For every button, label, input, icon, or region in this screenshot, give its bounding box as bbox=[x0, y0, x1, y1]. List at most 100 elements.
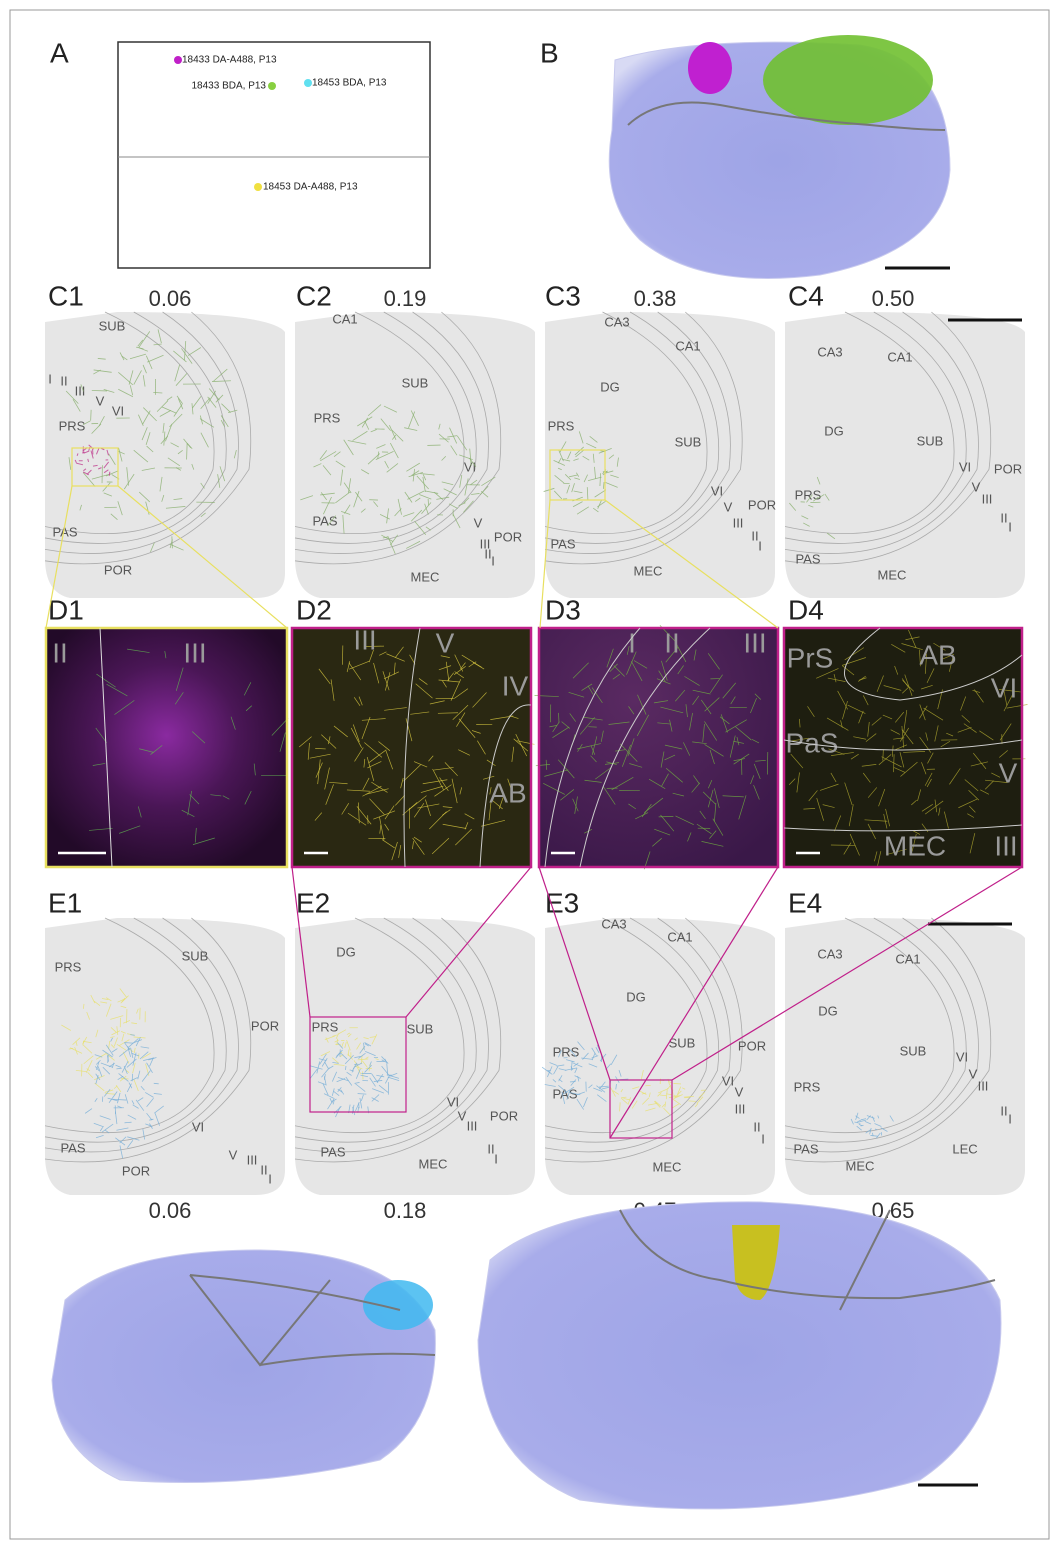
region-label: II bbox=[52, 637, 68, 668]
region-label: MEC bbox=[653, 1159, 682, 1174]
micrograph bbox=[292, 628, 531, 867]
panel-label: D2 bbox=[296, 594, 332, 625]
region-label: I bbox=[761, 1131, 765, 1146]
region-label: V bbox=[474, 515, 483, 530]
fiber bbox=[109, 472, 110, 476]
panel-label: D1 bbox=[48, 594, 84, 625]
region-label: MEC bbox=[634, 563, 663, 578]
region-label: PAS bbox=[793, 1141, 818, 1156]
depth-label: 0.18 bbox=[384, 1198, 427, 1223]
region-label: III bbox=[978, 1078, 989, 1093]
region-label: CA1 bbox=[887, 349, 912, 364]
region-label: II bbox=[60, 373, 67, 388]
brain-section bbox=[45, 312, 285, 598]
legend-dot bbox=[174, 56, 182, 64]
region-label: PRS bbox=[55, 959, 82, 974]
legend-dot bbox=[254, 183, 262, 191]
depth-label: 0.50 bbox=[872, 286, 915, 311]
panels: A18433 DA-A488, P1318433 BDA, P1318453 B… bbox=[45, 35, 1028, 1509]
panel-label: E4 bbox=[788, 887, 822, 918]
fiber bbox=[358, 1094, 367, 1095]
region-label: DG bbox=[600, 379, 620, 394]
micrograph bbox=[539, 628, 778, 867]
region-label: VI bbox=[112, 403, 124, 418]
legend-label: 18453 DA-A488, P13 bbox=[263, 182, 358, 193]
region-label: VI bbox=[447, 1094, 459, 1109]
region-label: V bbox=[229, 1147, 238, 1162]
injection-magenta bbox=[688, 42, 732, 94]
region-label: POR bbox=[738, 1038, 766, 1053]
brain-section bbox=[545, 312, 775, 598]
legend-label: 18433 DA-A488, P13 bbox=[182, 55, 277, 66]
region-label: MEC bbox=[846, 1158, 875, 1173]
region-label: V bbox=[96, 393, 105, 408]
region-label: SUB bbox=[900, 1043, 927, 1058]
fiber bbox=[345, 1066, 346, 1070]
region-label: VI bbox=[722, 1073, 734, 1088]
region-label: PRS bbox=[312, 1019, 339, 1034]
region-label: IV bbox=[502, 670, 529, 701]
fiber bbox=[187, 443, 188, 459]
region-label: PAS bbox=[312, 513, 337, 528]
region-label: I bbox=[491, 553, 495, 568]
region-label: MEC bbox=[411, 569, 440, 584]
region-label: AB bbox=[489, 777, 526, 808]
region-label: V bbox=[972, 479, 981, 494]
panel-label: C1 bbox=[48, 280, 84, 311]
region-label: VI bbox=[464, 459, 476, 474]
region-label: V bbox=[458, 1108, 467, 1123]
region-label: III bbox=[467, 1118, 478, 1133]
region-label: SUB bbox=[99, 318, 126, 333]
region-label: I bbox=[494, 1151, 498, 1166]
region-label: III bbox=[183, 637, 206, 668]
panel-label: E1 bbox=[48, 887, 82, 918]
region-label: VI bbox=[991, 672, 1017, 703]
region-label: VI bbox=[192, 1119, 204, 1134]
region-label: PrS bbox=[787, 642, 834, 673]
region-label: POR bbox=[251, 1018, 279, 1033]
region-label: VI bbox=[959, 459, 971, 474]
micrograph bbox=[46, 628, 287, 867]
region-label: III bbox=[353, 624, 376, 655]
region-label: SUB bbox=[402, 375, 429, 390]
legend-dot bbox=[304, 79, 312, 87]
panel-label: E3 bbox=[545, 887, 579, 918]
region-label: MEC bbox=[878, 567, 907, 582]
region-label: CA1 bbox=[667, 929, 692, 944]
region-label: PAS bbox=[320, 1144, 345, 1159]
panel-label: E2 bbox=[296, 887, 330, 918]
region-label: DG bbox=[626, 989, 646, 1004]
region-label: SUB bbox=[407, 1021, 434, 1036]
depth-label: 0.06 bbox=[149, 286, 192, 311]
region-label: V bbox=[735, 1084, 744, 1099]
region-label: PRS bbox=[314, 410, 341, 425]
region-label: I bbox=[1008, 519, 1012, 534]
region-label: V bbox=[999, 757, 1018, 788]
region-label: CA1 bbox=[675, 338, 700, 353]
region-label: VI bbox=[956, 1049, 968, 1064]
region-label: SUB bbox=[675, 434, 702, 449]
region-label: POR bbox=[122, 1163, 150, 1178]
region-label: V bbox=[724, 499, 733, 514]
region-label: PAS bbox=[60, 1140, 85, 1155]
region-label: III bbox=[733, 515, 744, 530]
region-label: I bbox=[48, 371, 52, 386]
region-label: II bbox=[753, 1119, 760, 1134]
region-label: I bbox=[268, 1171, 272, 1186]
region-label: AB bbox=[919, 639, 956, 670]
region-label: III bbox=[743, 627, 766, 658]
panel-label: C4 bbox=[788, 280, 824, 311]
region-label: CA3 bbox=[601, 916, 626, 931]
region-label: PRS bbox=[794, 1079, 821, 1094]
region-label: I bbox=[1008, 1111, 1012, 1126]
region-label: III bbox=[247, 1152, 258, 1167]
region-label: VI bbox=[711, 483, 723, 498]
region-label: CA3 bbox=[817, 946, 842, 961]
region-label: CA3 bbox=[817, 344, 842, 359]
panel-label: B bbox=[540, 37, 559, 68]
injection-cyan bbox=[363, 1280, 433, 1330]
region-label: LEC bbox=[952, 1141, 977, 1156]
region-label: PAS bbox=[550, 536, 575, 551]
region-label: DG bbox=[818, 1003, 838, 1018]
region-label: PRS bbox=[548, 418, 575, 433]
